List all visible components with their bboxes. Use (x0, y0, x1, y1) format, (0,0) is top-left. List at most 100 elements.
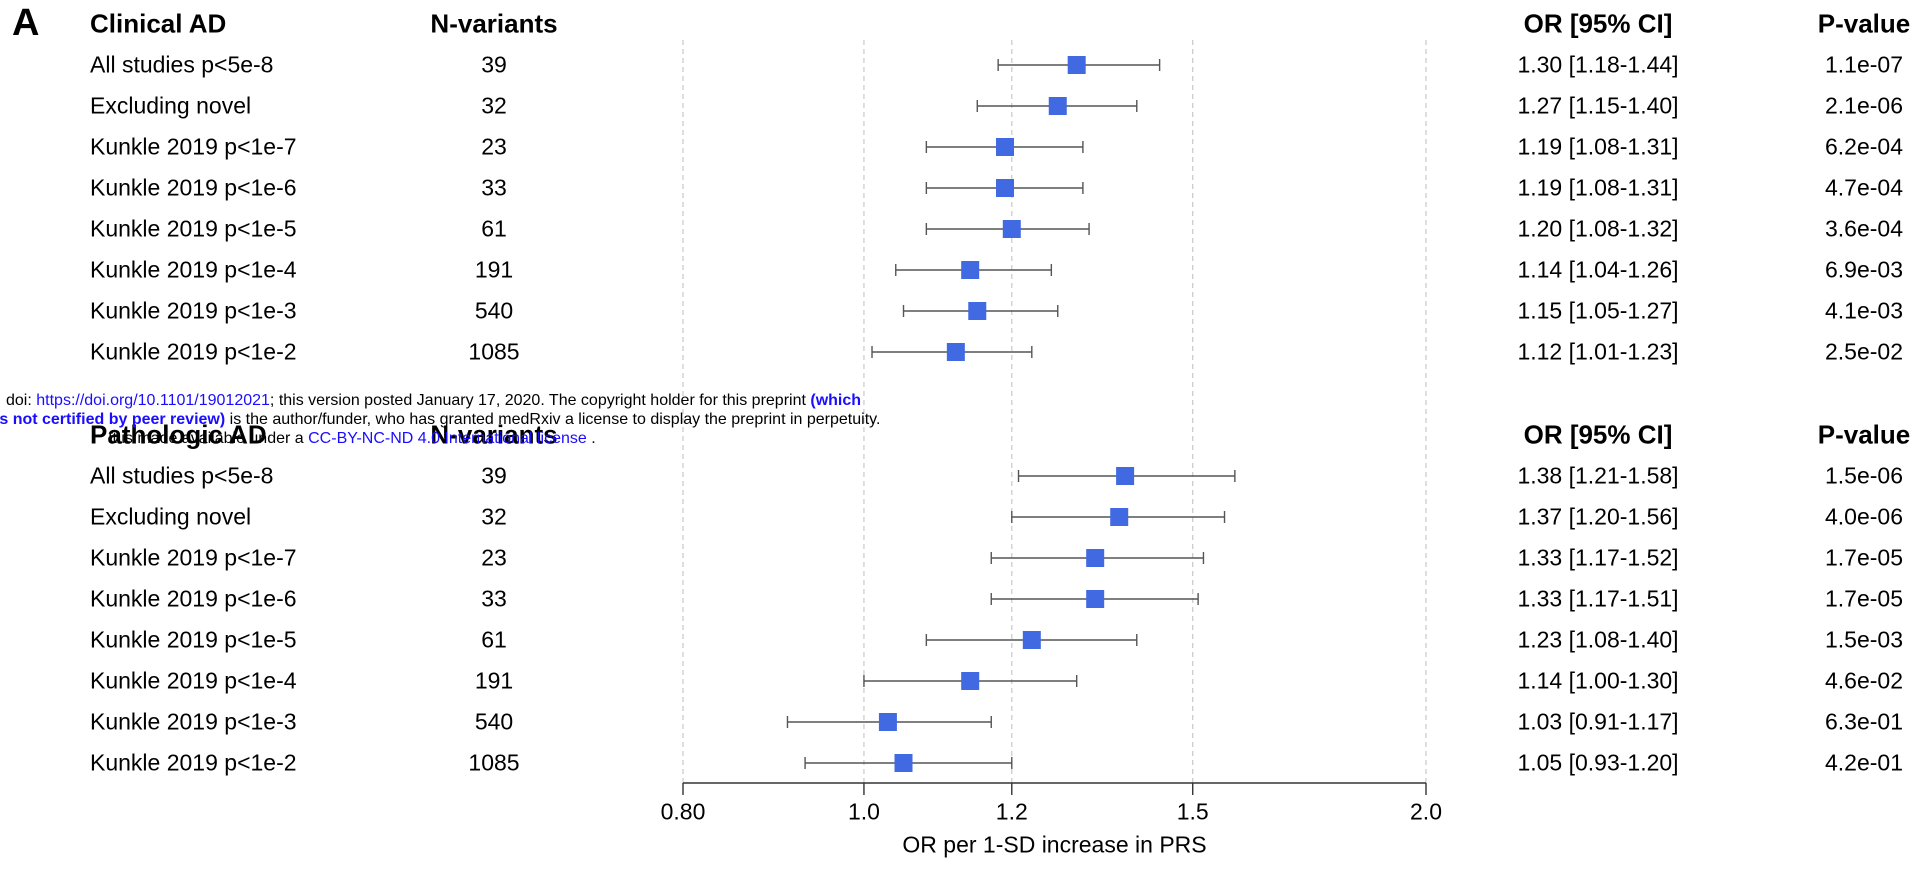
row-label: Excluding novel (90, 503, 252, 530)
row-label: Kunkle 2019 p<1e-5 (90, 626, 297, 653)
row-label: All studies p<5e-8 (90, 51, 274, 78)
panel-label: A (12, 2, 40, 44)
x-tick-label: 1.2 (995, 798, 1028, 825)
watermark-doi-prefix: doi: (6, 392, 37, 409)
row-pvalue: 6.9e-03 (1824, 256, 1904, 283)
point-estimate-marker (1067, 56, 1086, 74)
watermark-license-link[interactable]: CC-BY-NC-ND 4.0 International license (308, 430, 587, 447)
row-pvalue: 6.3e-01 (1824, 708, 1904, 735)
row-label: Excluding novel (90, 92, 252, 119)
row-nvariants: 191 (474, 667, 514, 694)
row-or-ci: 1.15 [1.05-1.27] (1517, 297, 1679, 324)
row-label: Kunkle 2019 p<1e-4 (90, 667, 297, 694)
row-or-ci: 1.30 [1.18-1.44] (1517, 51, 1679, 78)
watermark-line1-bold: (which (810, 392, 862, 409)
row-or-ci: 1.12 [1.01-1.23] (1517, 338, 1679, 365)
row-label: Kunkle 2019 p<1e-7 (90, 133, 297, 160)
row-label: Kunkle 2019 p<1e-5 (90, 215, 297, 242)
point-estimate-marker (1116, 467, 1135, 485)
x-tick-label: 1.0 (847, 798, 880, 825)
row-pvalue: 4.7e-04 (1824, 174, 1904, 201)
row-nvariants: 32 (481, 503, 507, 530)
row-or-ci: 1.03 [0.91-1.17] (1517, 708, 1679, 735)
row-pvalue: 3.6e-04 (1824, 215, 1904, 242)
section-title: Pathologic AD (90, 419, 267, 450)
row-or-ci: 1.14 [1.04-1.26] (1517, 256, 1679, 283)
point-estimate-marker (894, 754, 913, 772)
x-tick-label: 2.0 (1410, 798, 1442, 825)
row-nvariants: 540 (474, 708, 514, 735)
point-estimate-marker (961, 261, 980, 279)
row-or-ci: 1.23 [1.08-1.40] (1517, 626, 1679, 653)
point-estimate-marker (1002, 220, 1021, 238)
watermark-line2-text: is the author/funder, who has granted me… (225, 411, 881, 428)
row-label: All studies p<5e-8 (90, 462, 274, 489)
watermark-line3-suffix: . (586, 430, 596, 447)
watermark-line2-bold: was not certified by peer review) (0, 411, 226, 428)
row-pvalue: 1.5e-03 (1824, 626, 1904, 653)
watermark-doi-link[interactable]: https://doi.org/10.1101/19012021 (36, 392, 270, 409)
pvalue-header: P-value (1817, 8, 1911, 39)
point-estimate-marker (1086, 549, 1105, 567)
row-nvariants: 61 (481, 626, 507, 653)
row-or-ci: 1.19 [1.08-1.31] (1517, 174, 1679, 201)
row-nvariants: 33 (481, 585, 507, 612)
row-or-ci: 1.33 [1.17-1.51] (1517, 585, 1679, 612)
watermark-line-2: was not certified by peer review) is the… (0, 411, 880, 429)
row-nvariants: 61 (481, 215, 507, 242)
row-label: Kunkle 2019 p<1e-7 (90, 544, 297, 571)
watermark-line-3: It is made available under a CC-BY-NC-ND… (108, 430, 596, 448)
row-label: Kunkle 2019 p<1e-2 (90, 749, 297, 776)
row-pvalue: 1.5e-06 (1824, 462, 1904, 489)
point-estimate-marker (995, 179, 1014, 197)
row-nvariants: 1085 (468, 749, 520, 776)
row-nvariants: 540 (474, 297, 514, 324)
row-pvalue: 4.0e-06 (1824, 503, 1904, 530)
row-nvariants: 23 (481, 133, 507, 160)
row-or-ci: 1.33 [1.17-1.52] (1517, 544, 1679, 571)
watermark-line3-prefix: It is made available under a (108, 430, 309, 447)
row-pvalue: 6.2e-04 (1824, 133, 1904, 160)
watermark-line-1: doi: https://doi.org/10.1101/19012021; t… (6, 392, 861, 410)
or-ci-header: OR [95% CI] (1523, 419, 1673, 450)
row-nvariants: 39 (481, 462, 507, 489)
row-label: Kunkle 2019 p<1e-6 (90, 585, 297, 612)
row-pvalue: 1.1e-07 (1824, 51, 1904, 78)
pvalue-header: P-value (1817, 419, 1911, 450)
row-nvariants: 39 (481, 51, 507, 78)
point-estimate-marker (961, 672, 980, 690)
nvariants-header: N-variants (430, 8, 558, 39)
row-pvalue: 4.2e-01 (1824, 749, 1904, 776)
row-nvariants: 191 (474, 256, 514, 283)
or-ci-header: OR [95% CI] (1523, 8, 1673, 39)
point-estimate-marker (968, 302, 987, 320)
point-estimate-marker (946, 343, 965, 361)
row-or-ci: 1.14 [1.00-1.30] (1517, 667, 1679, 694)
x-tick-label: 1.5 (1176, 798, 1209, 825)
row-pvalue: 4.6e-02 (1824, 667, 1904, 694)
section-title: Clinical AD (90, 8, 227, 39)
row-or-ci: 1.37 [1.20-1.56] (1517, 503, 1679, 530)
row-nvariants: 1085 (468, 338, 520, 365)
point-estimate-marker (1086, 590, 1105, 608)
row-or-ci: 1.05 [0.93-1.20] (1517, 749, 1679, 776)
point-estimate-marker (1110, 508, 1129, 526)
x-axis-label: OR per 1-SD increase in PRS (902, 831, 1207, 858)
x-tick-label: 0.80 (660, 798, 706, 825)
point-estimate-marker (995, 138, 1014, 156)
point-estimate-marker (1022, 631, 1041, 649)
row-or-ci: 1.38 [1.21-1.58] (1517, 462, 1679, 489)
row-label: Kunkle 2019 p<1e-3 (90, 708, 297, 735)
row-nvariants: 33 (481, 174, 507, 201)
row-label: Kunkle 2019 p<1e-2 (90, 338, 297, 365)
row-or-ci: 1.20 [1.08-1.32] (1517, 215, 1679, 242)
nvariants-header: N-variants (430, 419, 558, 450)
point-estimate-marker (1048, 97, 1067, 115)
row-or-ci: 1.27 [1.15-1.40] (1517, 92, 1679, 119)
row-or-ci: 1.19 [1.08-1.31] (1517, 133, 1679, 160)
row-nvariants: 23 (481, 544, 507, 571)
row-label: Kunkle 2019 p<1e-4 (90, 256, 297, 283)
row-pvalue: 2.1e-06 (1824, 92, 1904, 119)
row-pvalue: 4.1e-03 (1824, 297, 1904, 324)
